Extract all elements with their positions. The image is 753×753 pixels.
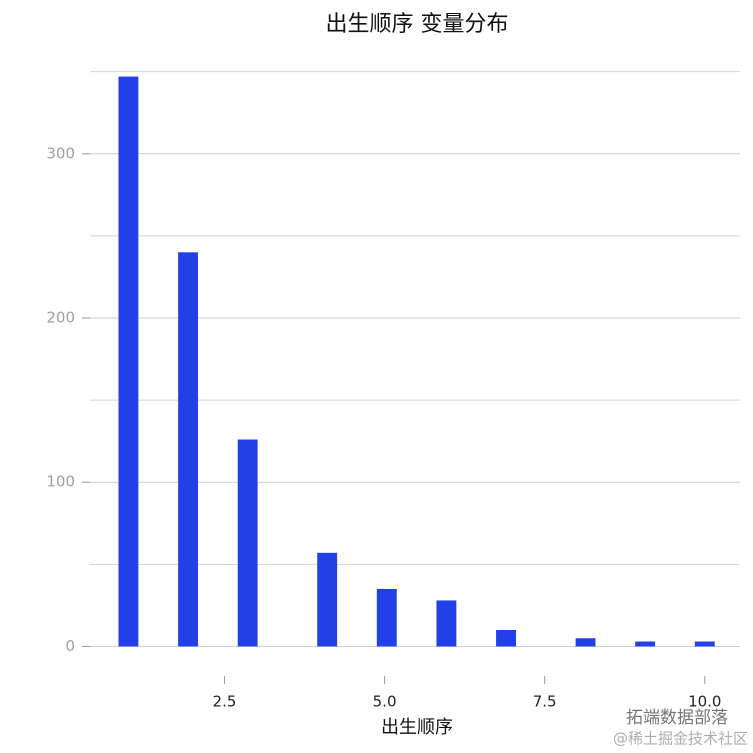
x-tick-label: 10.0: [688, 693, 721, 711]
bar: [178, 252, 198, 647]
x-tick-label: 2.5: [213, 693, 237, 711]
y-tick-label: 100: [46, 473, 75, 491]
bar: [317, 552, 338, 647]
x-tick-label: 7.5: [533, 693, 557, 711]
watermark: 拓端数据部落: [626, 708, 728, 728]
y-tick-label: 300: [46, 144, 75, 162]
x-axis-label: 出生顺序: [381, 717, 453, 738]
y-tick-label: 0: [65, 637, 75, 655]
bar: [635, 641, 656, 647]
bar: [118, 76, 139, 647]
watermark: @稀土掘金技术社区: [613, 730, 748, 748]
bar: [694, 641, 715, 647]
x-tick-label: 5.0: [373, 693, 397, 711]
bar: [496, 630, 516, 647]
bar: [436, 600, 457, 647]
bar: [376, 588, 397, 647]
chart-title: 出生顺序 变量分布: [326, 12, 509, 37]
bar: [237, 439, 258, 647]
bar: [575, 638, 596, 647]
y-tick-label: 200: [46, 308, 75, 326]
